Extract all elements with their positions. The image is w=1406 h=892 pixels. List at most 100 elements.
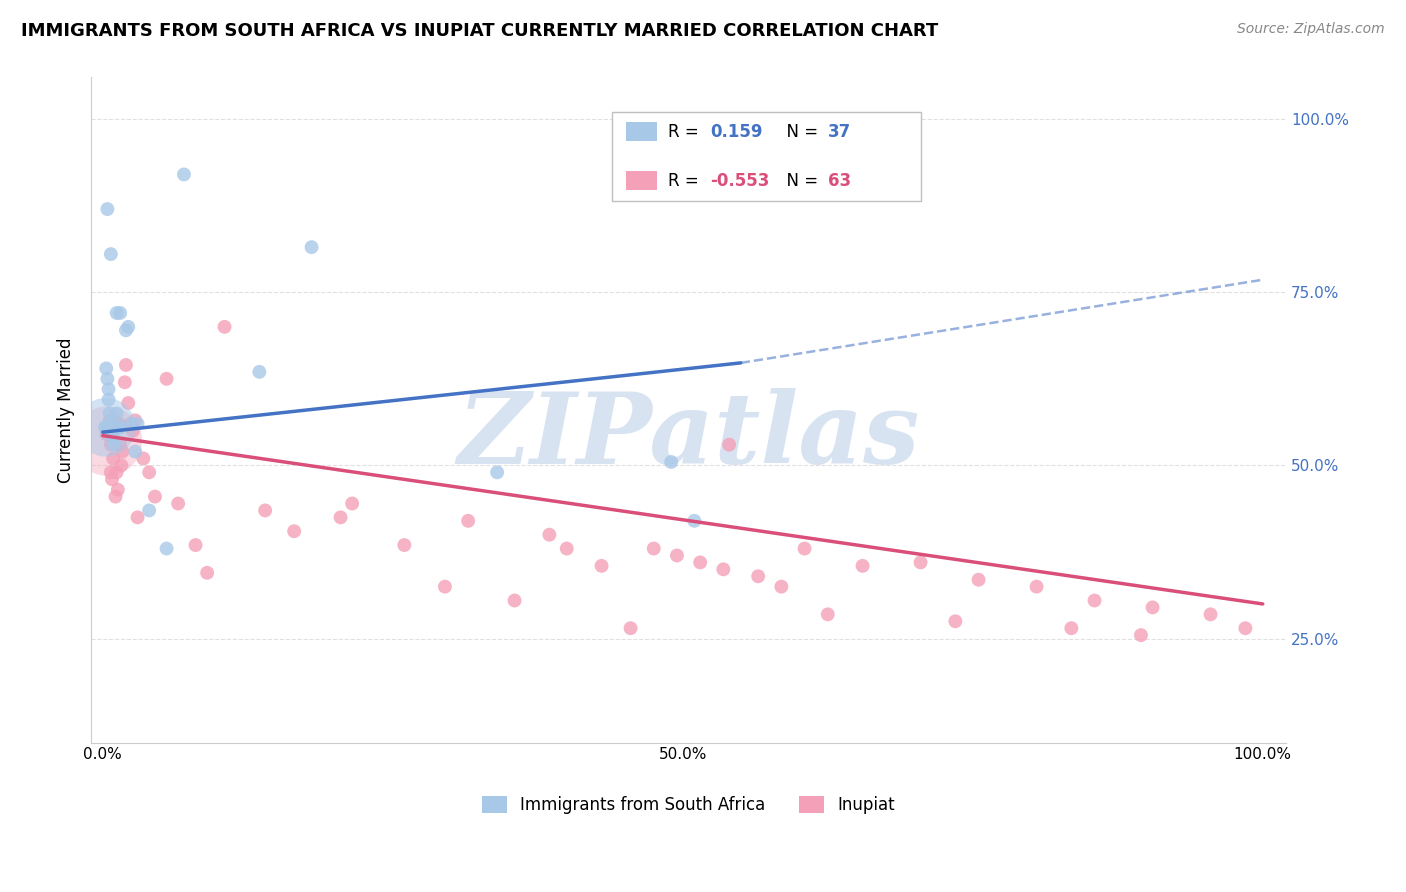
Point (394, 538, 416, 552)
Point (117, 319, 139, 334)
Point (1199, 607, 1222, 622)
Point (683, 514, 706, 528)
Point (711, 562, 734, 576)
Point (100, 466, 122, 480)
Point (115, 323, 138, 337)
Point (103, 451, 125, 466)
Point (103, 420, 125, 434)
Point (96, 361, 118, 376)
Point (851, 558, 873, 573)
Point (1142, 600, 1164, 615)
Point (105, 407, 128, 421)
Point (96, 202, 118, 216)
Point (283, 524, 305, 539)
Point (433, 580, 456, 594)
Point (329, 510, 352, 524)
Point (108, 417, 131, 431)
Point (111, 444, 134, 458)
Point (103, 413, 125, 427)
Point (101, 472, 124, 486)
Point (184, 538, 207, 552)
Point (247, 365, 270, 379)
Text: 37: 37 (828, 122, 852, 141)
Point (96, 420, 118, 434)
Point (1060, 621, 1083, 635)
Point (619, 621, 641, 635)
Point (1083, 593, 1105, 607)
Point (122, 424, 145, 438)
Point (104, 490, 127, 504)
Point (132, 451, 155, 466)
Point (105, 306, 128, 320)
Point (96, 427, 118, 442)
Text: R =: R = (668, 122, 704, 141)
Point (98, 407, 121, 421)
Point (100, 247, 122, 261)
Point (108, 306, 131, 320)
Point (195, 566, 218, 580)
Point (1129, 628, 1152, 642)
Point (101, 427, 124, 442)
Point (97, 382, 120, 396)
Point (103, 437, 125, 451)
Point (1234, 621, 1257, 635)
Point (155, 541, 177, 556)
Point (96, 420, 118, 434)
Point (770, 580, 793, 594)
Point (457, 514, 479, 528)
Point (107, 420, 129, 434)
Point (96, 434, 118, 449)
Point (110, 458, 132, 473)
Point (103, 431, 125, 445)
Point (97, 420, 120, 434)
Text: ZIPatlas: ZIPatlas (457, 388, 920, 485)
Point (107, 483, 129, 497)
Point (138, 503, 160, 517)
Point (143, 490, 166, 504)
Point (340, 496, 363, 510)
Point (96, 372, 118, 386)
Point (747, 569, 769, 583)
Point (108, 437, 131, 451)
Point (127, 417, 149, 431)
Point (105, 466, 128, 480)
Point (121, 417, 143, 431)
Point (138, 466, 160, 480)
Point (718, 437, 741, 451)
Point (486, 466, 509, 480)
Text: N =: N = (776, 122, 824, 141)
Text: -0.553: -0.553 (710, 171, 769, 190)
Point (120, 417, 142, 431)
Point (155, 372, 177, 386)
Point (94, 420, 117, 434)
Text: R =: R = (668, 171, 704, 190)
Point (910, 555, 932, 569)
Point (967, 573, 990, 587)
Point (503, 593, 526, 607)
Point (689, 555, 711, 569)
Point (101, 420, 124, 434)
Point (100, 437, 122, 451)
Point (659, 455, 682, 469)
Point (96, 420, 118, 434)
Point (301, 240, 323, 254)
Point (114, 376, 136, 390)
Point (101, 427, 124, 442)
Point (1025, 580, 1047, 594)
Point (98, 420, 121, 434)
Point (665, 549, 688, 563)
Point (793, 541, 815, 556)
Point (97, 392, 120, 407)
Point (817, 607, 839, 622)
Text: 0.159: 0.159 (710, 122, 762, 141)
Point (214, 319, 236, 334)
Point (167, 496, 190, 510)
Point (127, 510, 149, 524)
Y-axis label: Currently Married: Currently Married (58, 337, 75, 483)
Point (943, 615, 966, 629)
Point (591, 558, 613, 573)
Point (97, 420, 120, 434)
Point (124, 413, 146, 427)
Text: 63: 63 (828, 171, 851, 190)
Point (643, 541, 665, 556)
